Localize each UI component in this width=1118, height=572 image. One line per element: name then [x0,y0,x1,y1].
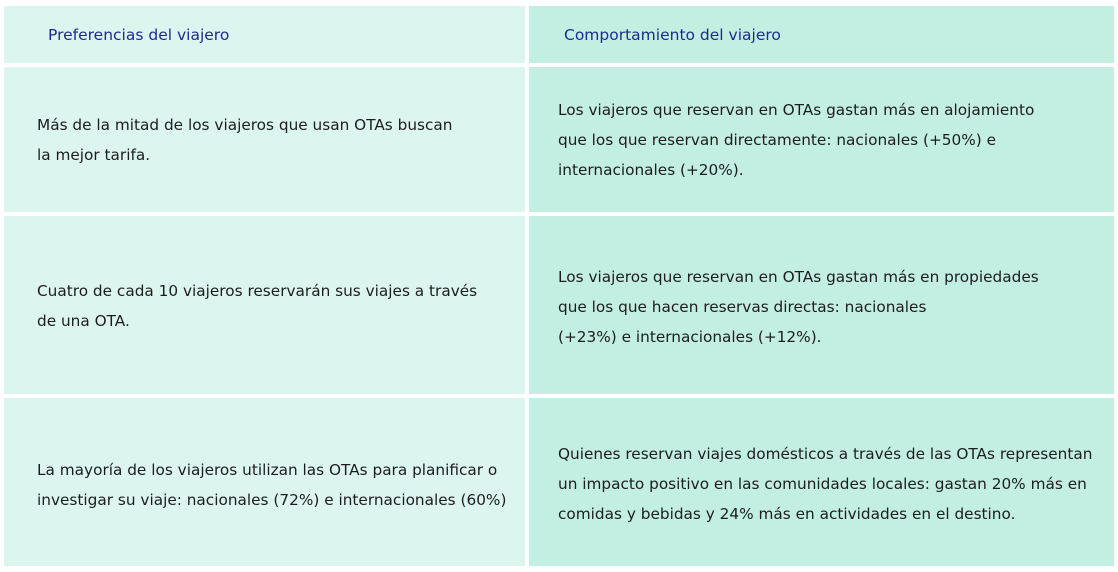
row-2-preference-cell: Cuatro de cada 10 viajeros reservarán su… [4,216,525,394]
row-3-preference-cell: La mayoría de los viajeros utilizan las … [4,398,525,566]
row-1-preference-text: Más de la mitad de los viajeros que usan… [37,116,453,164]
header-cell-behavior: Comportamiento del viajero [529,6,1114,63]
header-cell-preferences: Preferencias del viajero [4,6,525,63]
row-1-behavior-text: Los viajeros que reservan en OTAs gastan… [558,101,1035,179]
row-3-preference-text: La mayoría de los viajeros utilizan las … [37,461,507,509]
header-behavior-label: Comportamiento del viajero [564,26,781,44]
row-1-behavior-cell: Los viajeros que reservan en OTAs gastan… [529,67,1114,212]
row-2-behavior-text: Los viajeros que reservan en OTAs gastan… [558,268,1039,346]
row-3-behavior-text: Quienes reservan viajes domésticos a tra… [558,445,1093,523]
row-2-behavior-cell: Los viajeros que reservan en OTAs gastan… [529,216,1114,394]
row-1-preference-cell: Más de la mitad de los viajeros que usan… [4,67,525,212]
row-3-behavior-cell: Quienes reservan viajes domésticos a tra… [529,398,1114,566]
comparison-table: Preferencias del viajero Comportamiento … [4,6,1114,566]
header-preferences-label: Preferencias del viajero [48,26,230,44]
row-2-preference-text: Cuatro de cada 10 viajeros reservarán su… [37,282,478,330]
